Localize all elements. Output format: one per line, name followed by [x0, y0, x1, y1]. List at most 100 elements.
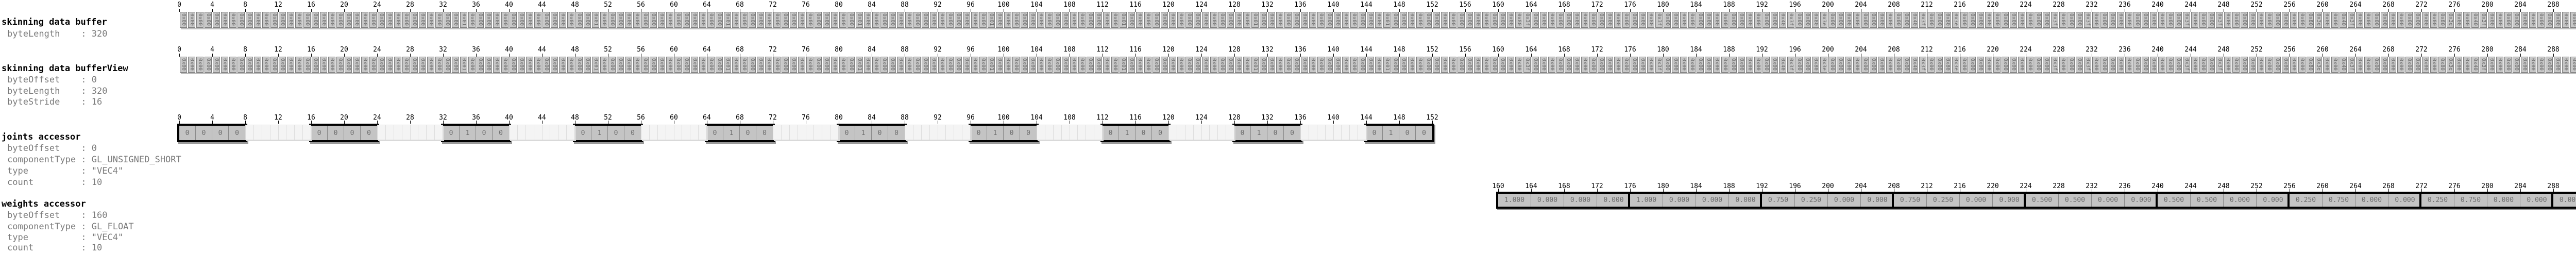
byte-cell: 0x00 [1837, 12, 1844, 28]
byte-cell: 0x00 [353, 12, 360, 28]
byte-value: 0x00 [453, 58, 459, 71]
byte-offset-label: 276 [2448, 182, 2461, 190]
byte-cell: 0x00 [452, 57, 459, 73]
byte-cell: 0x00 [765, 12, 772, 28]
byte-offset-label: 20 [340, 46, 348, 54]
field-separator: : [81, 166, 92, 176]
byte-value: 0x00 [667, 13, 673, 26]
byte-cell: 0x00 [2562, 12, 2569, 28]
byte-value: 0x00 [1492, 58, 1497, 71]
byte-offset-label: 100 [997, 46, 1010, 54]
byte-value: 0x00 [560, 58, 566, 71]
bufferview-bytes-strip: 0x00 0x00 0x00 0x00 0x00 0x00 0x00 0x00 0x00 0x00… [179, 57, 2576, 73]
byte-cell: 0x00 [674, 12, 682, 28]
byte-offset-label: 224 [2020, 182, 2032, 190]
byte-cell: 0x3f [2480, 12, 2487, 28]
byte-offset-label: 164 [1525, 46, 1537, 54]
byte-cell: 0x00 [419, 57, 426, 73]
section-title: skinning data buffer [2, 17, 107, 27]
byte-cell: 0x00 [633, 57, 640, 73]
byte-cell: 0x00 [2265, 12, 2273, 28]
byte-value: 0x00 [197, 13, 203, 26]
unused-byte-cell [303, 125, 311, 140]
byte-cell: 0x00 [2043, 12, 2050, 28]
byte-cell: 0x00 [625, 12, 632, 28]
byte-offset-label: 252 [2250, 182, 2263, 190]
byte-cell: 0x01 [460, 12, 467, 28]
byte-offset-label: 24 [373, 114, 381, 122]
byte-cell: 0x00 [1111, 12, 1118, 28]
byte-cell: 0x00 [1936, 57, 1943, 73]
byte-value: 0x00 [247, 13, 252, 26]
byte-cell: 0x00 [1408, 12, 1415, 28]
byte-value: 0x00 [1302, 58, 1308, 71]
byte-value: 0x00 [2489, 13, 2495, 26]
byte-cell: 0x00 [2282, 12, 2289, 28]
byte-value: 0x00 [1805, 13, 1810, 26]
byte-cell: 0x00 [575, 57, 583, 73]
byte-cell: 0x00 [2265, 57, 2273, 73]
byte-cell: 0x3f [2216, 57, 2223, 73]
byte-value: 0x00 [2423, 13, 2429, 26]
byte-cell: 0x00 [1334, 12, 1341, 28]
byte-cell: 0x00 [674, 57, 682, 73]
byte-value: 0x00 [1005, 58, 1011, 71]
byte-value: 0x00 [964, 58, 970, 71]
byte-value: 0x00 [849, 58, 854, 71]
byte-value: 0x00 [2102, 58, 2107, 71]
byte-cell: 0x00 [1581, 12, 1588, 28]
byte-cell: 0x00 [1754, 57, 1761, 73]
byte-cell: 0x01 [988, 57, 995, 73]
byte-cell: 0x00 [2018, 57, 2025, 73]
byte-cell: 0x00 [2166, 12, 2174, 28]
unused-byte-cell [1301, 125, 1309, 140]
unused-byte-cell [526, 125, 534, 140]
byte-offset-label: 200 [1822, 46, 1834, 54]
byte-value: 0x01 [989, 13, 994, 26]
byte-cell: 0x00 [2331, 57, 2338, 73]
component-value-cell: 1 [855, 126, 872, 140]
byte-cell: 0x00 [1449, 12, 1456, 28]
byte-value: 0x00 [2233, 58, 2239, 71]
field-value: 320 [91, 86, 108, 96]
byte-cell: 0x00 [1589, 57, 1597, 73]
byte-value: 0x00 [1318, 13, 1324, 26]
byte-cell: 0x00 [1977, 12, 1984, 28]
byte-value: 0x00 [2332, 58, 2338, 71]
byte-cell: 0x00 [1334, 57, 1341, 73]
byte-cell: 0x00 [2249, 12, 2256, 28]
byte-value: 0x00 [577, 58, 582, 71]
byte-cell: 0x00 [880, 12, 888, 28]
component-value-cell: 0.500 [2059, 194, 2092, 207]
byte-offset-label: 76 [802, 46, 810, 54]
byte-value: 0x00 [1541, 13, 1547, 26]
byte-value: 0x00 [2357, 58, 2363, 71]
byte-value: 0x3f [1656, 58, 1662, 71]
byte-value: 0x00 [700, 13, 706, 26]
byte-cell: 0x00 [625, 57, 632, 73]
byte-cell: 0x00 [1317, 12, 1325, 28]
byte-cell: 0x00 [2117, 12, 2124, 28]
byte-offset-label: 100 [997, 114, 1010, 122]
byte-value: 0x00 [1772, 58, 1777, 71]
unused-byte-cell [814, 125, 823, 140]
byte-cell: 0x00 [1482, 57, 1489, 73]
byte-offset-tick [344, 54, 345, 57]
byte-offset-tick [344, 121, 345, 124]
byte-offset-label: 0 [177, 46, 181, 54]
byte-offset-label: 56 [637, 1, 645, 9]
byte-cell: 0x40 [2340, 57, 2347, 73]
byte-cell: 0x00 [2389, 57, 2396, 73]
byte-value: 0x00 [1376, 58, 1382, 71]
byte-value: 0x00 [1566, 13, 1571, 26]
section-field: count: 10 [7, 243, 102, 253]
byte-value: 0x00 [1731, 13, 1736, 26]
byte-value: 0x00 [1129, 13, 1134, 26]
byte-cell: 0x00 [2546, 57, 2553, 73]
byte-cell: 0x00 [1235, 57, 1242, 73]
byte-value: 0x00 [362, 58, 368, 71]
byte-cell: 0x00 [922, 12, 929, 28]
byte-value: 0x00 [2110, 58, 2115, 71]
byte-cell: 0x00 [435, 57, 443, 73]
